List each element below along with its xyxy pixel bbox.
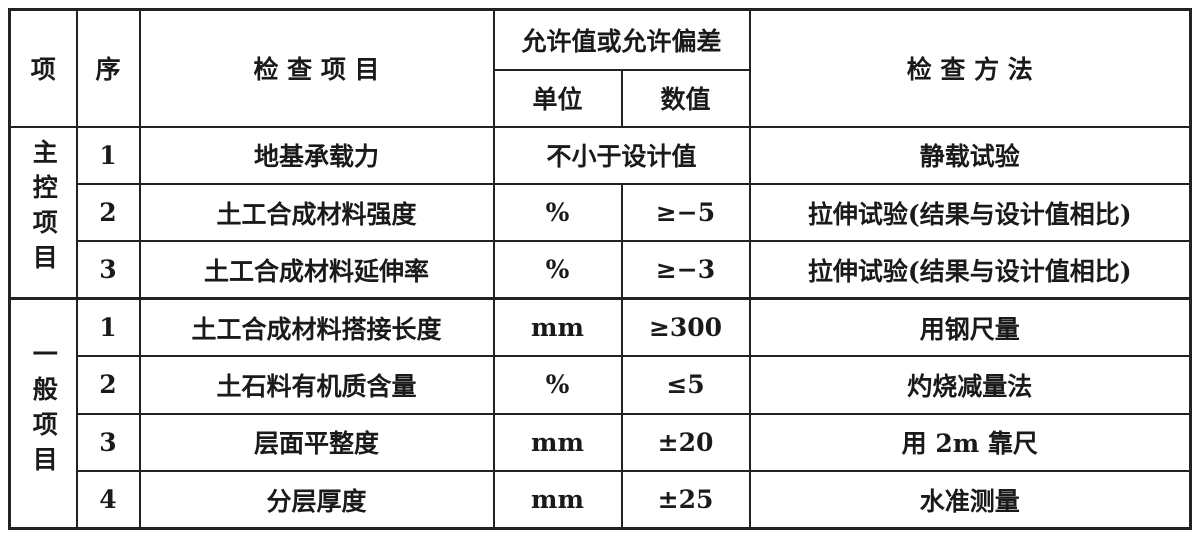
value-cell: ≥−5 (620, 182, 751, 243)
header-cell: 数值 (620, 68, 751, 128)
seq-cell: 1 (75, 125, 141, 185)
group-label: 主控项目 (29, 139, 59, 280)
method-cell: 灼烧减量法 (748, 355, 1192, 415)
method-cell: 静载试验 (748, 125, 1192, 185)
group-cell: 主控项目 (8, 125, 78, 300)
method-cell: 拉伸试验(结果与设计值相比) (748, 182, 1192, 243)
seq-cell: 1 (75, 297, 141, 358)
item-cell: 土工合成材料延伸率 (138, 240, 495, 300)
group-label: 一般项目 (29, 340, 59, 481)
table-row: 4 分层厚度 mm ±25 水准测量 (10, 470, 1192, 530)
method-cell: 用钢尺量 (748, 297, 1192, 358)
unit-cell: % (492, 355, 623, 415)
header-row: 项 序 检 查 项 目 允许值或允许偏差 检 查 方 法 (8, 8, 1192, 128)
table-row: 2 土石料有机质含量% ≤5 灼烧减量法 (10, 355, 1192, 415)
header-cell: 单位 (492, 68, 623, 128)
value-cell: ≥−3 (620, 240, 751, 300)
table-row: 2 土工合成材料强度% ≥−5 拉伸试验(结果与设计值相比) (10, 182, 1192, 243)
table-row: 主控项目 1 地基承载力 不小于设计值 静载试验 (8, 125, 1192, 300)
unit-cell: % (492, 240, 623, 300)
unit-cell: mm (492, 297, 623, 358)
item-cell: 分层厚度 (138, 470, 495, 530)
unit-cell: mm (492, 412, 623, 473)
header-cell: 序 (75, 8, 141, 128)
table-body: 主控项目 1 地基承载力 不小于设计值 静载试验 2 土工合成材料强度% ≥−5 拉伸试验(结果… (8, 125, 1192, 530)
seq-cell: 4 (75, 470, 141, 530)
seq-cell: 3 (75, 412, 141, 473)
item-cell: 土工合成材料强度 (138, 182, 495, 243)
method-cell: 用 2m 靠尺 (748, 412, 1192, 473)
value-cell: ≥300 (620, 297, 751, 358)
table-row: 一般项目 1 土工合成材料搭接长度 mm ≥300 用钢尺量 (8, 297, 1192, 530)
item-cell: 土石料有机质含量 (138, 355, 495, 415)
method-cell: 拉伸试验(结果与设计值相比) (748, 240, 1192, 300)
unit-cell: % (492, 182, 623, 243)
method-cell: 水准测量 (748, 470, 1192, 530)
inspection-table: 项 序 检 查 项 目 允许值或允许偏差 检 查 方 法 单位 数值 主控项目 1… (8, 8, 1192, 530)
allowance-cell: 不小于设计值 (492, 125, 751, 185)
unit-cell: mm (492, 470, 623, 530)
header-cell: 允许值或允许偏差 (492, 8, 751, 71)
seq-cell: 2 (75, 355, 141, 415)
table-row: 3 层面平整度 mm ±20 用 2m 靠尺 (10, 412, 1192, 473)
item-cell: 层面平整度 (138, 412, 495, 473)
seq-cell: 3 (75, 240, 141, 300)
header-cell: 检 查 项 目 (138, 8, 495, 128)
seq-cell: 2 (75, 182, 141, 243)
value-cell: ±20 (620, 412, 751, 473)
item-cell: 地基承载力 (138, 125, 495, 185)
value-cell: ±25 (620, 470, 751, 530)
header-row: 单位 数值 (10, 68, 1191, 128)
header-cell: 项 (8, 8, 78, 128)
item-cell: 土工合成材料搭接长度 (138, 297, 495, 358)
header-cell: 检 查 方 法 (748, 8, 1192, 128)
value-cell: ≤5 (620, 355, 751, 415)
group-cell: 一般项目 (8, 297, 78, 530)
table-row: 3 土工合成材料延伸率% ≥−3 拉伸试验(结果与设计值相比) (10, 240, 1192, 300)
